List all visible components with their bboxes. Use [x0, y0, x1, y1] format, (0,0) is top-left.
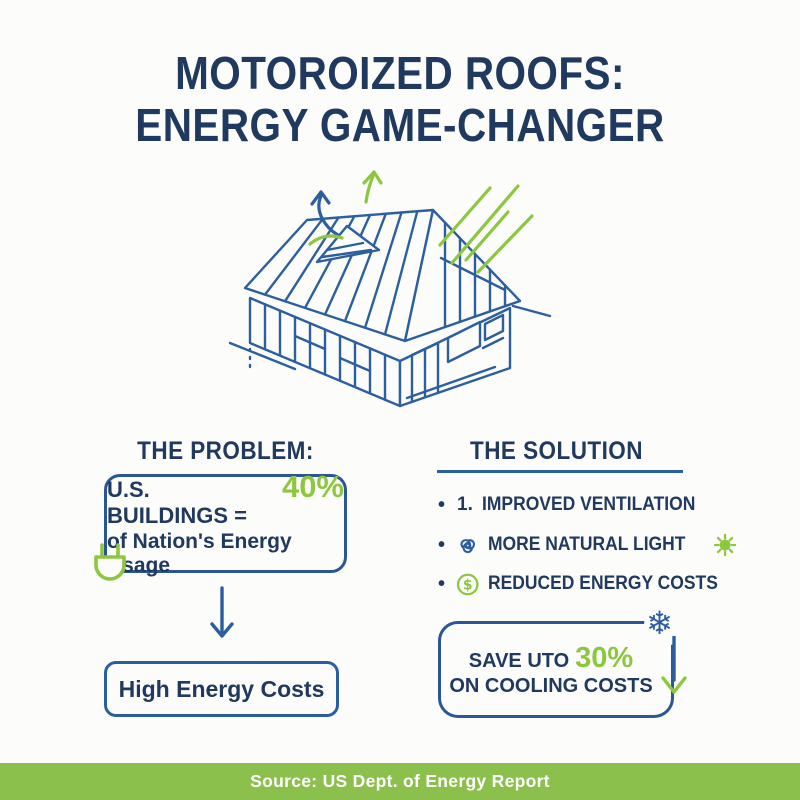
- bullet-icon: •: [438, 572, 446, 595]
- ground-lines: [228, 304, 552, 371]
- sun-icon: [713, 533, 737, 557]
- problem-stat-box: U.S. BUILDINGS = 40% of Nation's Energy …: [104, 469, 347, 577]
- item-label: IMPROVED VENTILATION: [481, 494, 696, 515]
- gable-triangle: [315, 224, 381, 264]
- airflow-arrow-blue-icon: [310, 190, 340, 237]
- solution-item-ventilation: • 1. IMPROVED VENTILATION: [438, 491, 738, 519]
- save-line-2: ON COOLING COSTS: [449, 674, 653, 697]
- solution-heading: THE SOLUTION: [470, 437, 643, 465]
- stat-prefix: U.S. BUILDINGS =: [107, 477, 247, 528]
- source-footer: Source: US Dept. of Energy Report: [0, 763, 800, 800]
- source-text: Source: US Dept. of Energy Report: [250, 771, 550, 791]
- page-title: MOTOROIZED ROOFS: ENERGY GAME-CHANGER: [0, 47, 800, 151]
- item-label: REDUCED ENERGY COSTS: [488, 573, 719, 594]
- stat-line-1: U.S. BUILDINGS = 40%: [107, 469, 344, 529]
- dollar-icon: $: [456, 573, 479, 595]
- problem-heading: THE PROBLEM:: [137, 437, 314, 465]
- cold-air-down-arrow-icon: [661, 636, 687, 694]
- solution-item-natural-light: • MORE NATURAL LIGHT: [438, 528, 738, 562]
- airflow-swoosh-icon: [308, 234, 344, 246]
- stat-value: 40%: [281, 469, 344, 504]
- save-line-1: SAVE UTO 30%: [469, 642, 633, 675]
- left-roof-plane: [243, 208, 435, 343]
- save-box: SAVE UTO 30% ON COOLING COSTS: [438, 621, 674, 718]
- stat-line-2: of Nation's Energy Usage: [107, 530, 292, 577]
- airflow-arrow-green-icon: [362, 170, 383, 204]
- plug-icon: [94, 543, 126, 581]
- solution-heading-underline: [437, 470, 683, 473]
- solution-item-reduced-costs: • $ REDUCED ENERGY COSTS: [438, 567, 738, 601]
- title-line-2: ENERGY GAME-CHANGER: [135, 99, 665, 151]
- fan-icon: [460, 538, 475, 553]
- result-box-label: High Energy Costs: [118, 675, 325, 702]
- dollar-glyph: $: [463, 577, 473, 593]
- snowflake-backdrop: [644, 604, 686, 646]
- bullet-icon: •: [438, 533, 446, 556]
- right-wall: [398, 306, 512, 408]
- bullet-icon: •: [438, 493, 446, 516]
- title-line-1: MOTOROIZED ROOFS:: [175, 47, 625, 99]
- item-number: 1.: [457, 494, 473, 515]
- result-box: High Energy Costs: [104, 661, 339, 717]
- save-prefix: SAVE UTO: [468, 649, 570, 672]
- house-framing-illustration: [228, 170, 552, 408]
- item-label: MORE NATURAL LIGHT: [488, 534, 686, 555]
- snowflake-icon: ❄: [646, 604, 673, 642]
- sunlight-rays-icon: [438, 184, 534, 274]
- save-value: 30%: [575, 641, 634, 674]
- down-arrow-icon: [210, 586, 234, 638]
